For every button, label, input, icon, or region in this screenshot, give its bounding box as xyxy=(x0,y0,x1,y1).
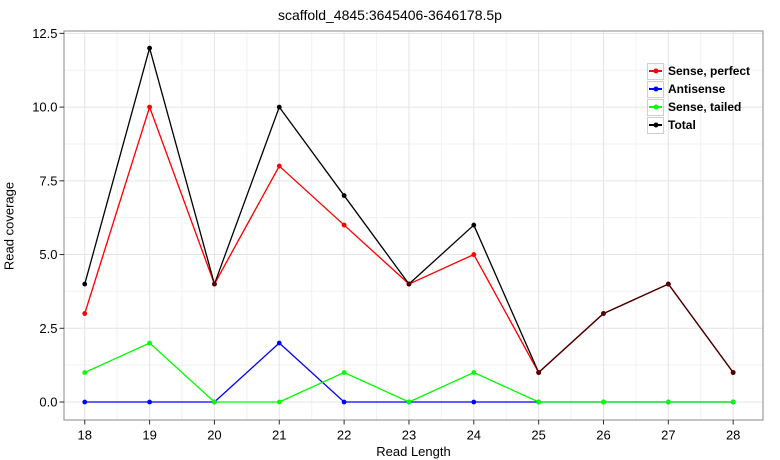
data-point xyxy=(471,252,477,257)
x-axis-tick-labels: 18 19 20 21 22 23 24 25 26 27 28 xyxy=(78,428,741,443)
x-tick-label: 24 xyxy=(467,428,481,443)
legend-item: Antisense xyxy=(647,80,750,98)
data-point xyxy=(82,399,88,405)
data-point xyxy=(82,281,88,287)
y-tick-label: 2.5 xyxy=(39,321,57,336)
data-point xyxy=(341,370,347,375)
y-axis-tick-labels: 0.0 2.5 5.0 7.5 10.0 12.5 xyxy=(32,26,57,410)
data-point xyxy=(341,222,347,228)
data-point xyxy=(212,281,217,287)
data-point xyxy=(147,104,152,110)
data-point xyxy=(536,370,542,375)
data-point xyxy=(212,399,217,405)
x-tick-label: 22 xyxy=(337,428,351,443)
data-point xyxy=(276,399,282,405)
y-tick-label: 7.5 xyxy=(39,173,57,188)
data-point xyxy=(406,399,412,405)
legend-key xyxy=(647,116,664,134)
data-point xyxy=(665,399,671,405)
series-points-total xyxy=(82,45,736,375)
legend-item: Sense, tailed xyxy=(647,98,750,116)
x-tick-label: 27 xyxy=(661,428,675,443)
y-tick-label: 0.0 xyxy=(39,395,57,410)
data-point xyxy=(341,399,347,405)
data-point xyxy=(730,370,736,375)
data-point xyxy=(147,340,152,346)
data-point xyxy=(276,163,282,169)
data-point xyxy=(665,281,671,287)
data-point xyxy=(536,370,542,375)
x-tick-label: 21 xyxy=(272,428,286,443)
data-point xyxy=(471,252,477,257)
series-points-sense-perfect-overlap-overlay xyxy=(82,104,736,375)
axis-tick-marks xyxy=(59,32,734,425)
data-point xyxy=(730,370,736,375)
legend-point-swatch xyxy=(653,68,658,74)
x-tick-label: 23 xyxy=(402,428,416,443)
x-tick-label: 18 xyxy=(78,428,92,443)
legend-key xyxy=(647,62,664,80)
data-point xyxy=(406,281,412,287)
data-point xyxy=(536,399,542,405)
y-axis-title: Read coverage xyxy=(1,181,17,271)
data-point xyxy=(730,399,736,405)
data-point xyxy=(601,399,606,405)
x-tick-label: 26 xyxy=(596,428,610,443)
legend-item-label: Sense, tailed xyxy=(668,100,742,114)
data-point xyxy=(147,104,152,110)
legend-key xyxy=(647,98,664,116)
data-point xyxy=(341,193,347,198)
y-tick-label: 5.0 xyxy=(39,247,57,262)
x-axis-title: Read Length xyxy=(376,444,451,459)
panel-border xyxy=(63,30,764,421)
data-point xyxy=(341,222,347,228)
legend-item: Total xyxy=(647,116,750,134)
legend-item-label: Antisense xyxy=(668,82,726,96)
data-point xyxy=(406,281,412,287)
legend: Sense, perfect Antisense Sense, tailed Tota… xyxy=(647,62,750,134)
x-tick-label: 20 xyxy=(207,428,221,443)
legend-point-swatch xyxy=(653,104,658,110)
data-point xyxy=(82,370,88,375)
data-point xyxy=(82,311,88,316)
data-point xyxy=(276,163,282,169)
x-tick-label: 19 xyxy=(142,428,156,443)
legend-item-label: Total xyxy=(668,118,696,132)
panel-background xyxy=(64,31,763,420)
data-point xyxy=(276,104,282,110)
y-tick-label: 10.0 xyxy=(32,100,57,115)
legend-item: Sense, perfect xyxy=(647,62,750,80)
data-point xyxy=(212,281,217,287)
series-line-sense-perfect-overlap-overlay xyxy=(84,106,734,374)
data-point xyxy=(147,45,152,51)
x-tick-label: 28 xyxy=(726,428,740,443)
legend-point-swatch xyxy=(653,86,658,92)
data-point xyxy=(147,399,152,405)
legend-point-swatch xyxy=(653,122,658,128)
data-point xyxy=(471,222,477,228)
legend-item-label: Sense, perfect xyxy=(668,64,751,78)
data-point xyxy=(601,311,606,316)
series-points-sense-tailed xyxy=(82,340,736,405)
x-tick-label: 25 xyxy=(531,428,545,443)
data-point xyxy=(601,311,606,316)
gridlines-minor xyxy=(64,31,763,420)
chart-title: scaffold_4845:3645406-3646178.5p xyxy=(278,7,502,23)
data-point xyxy=(665,281,671,287)
y-tick-label: 12.5 xyxy=(32,26,57,41)
data-point xyxy=(82,311,88,316)
data-point xyxy=(471,399,477,405)
data-point xyxy=(471,370,477,375)
data-point xyxy=(276,340,282,346)
legend-key xyxy=(647,80,664,98)
